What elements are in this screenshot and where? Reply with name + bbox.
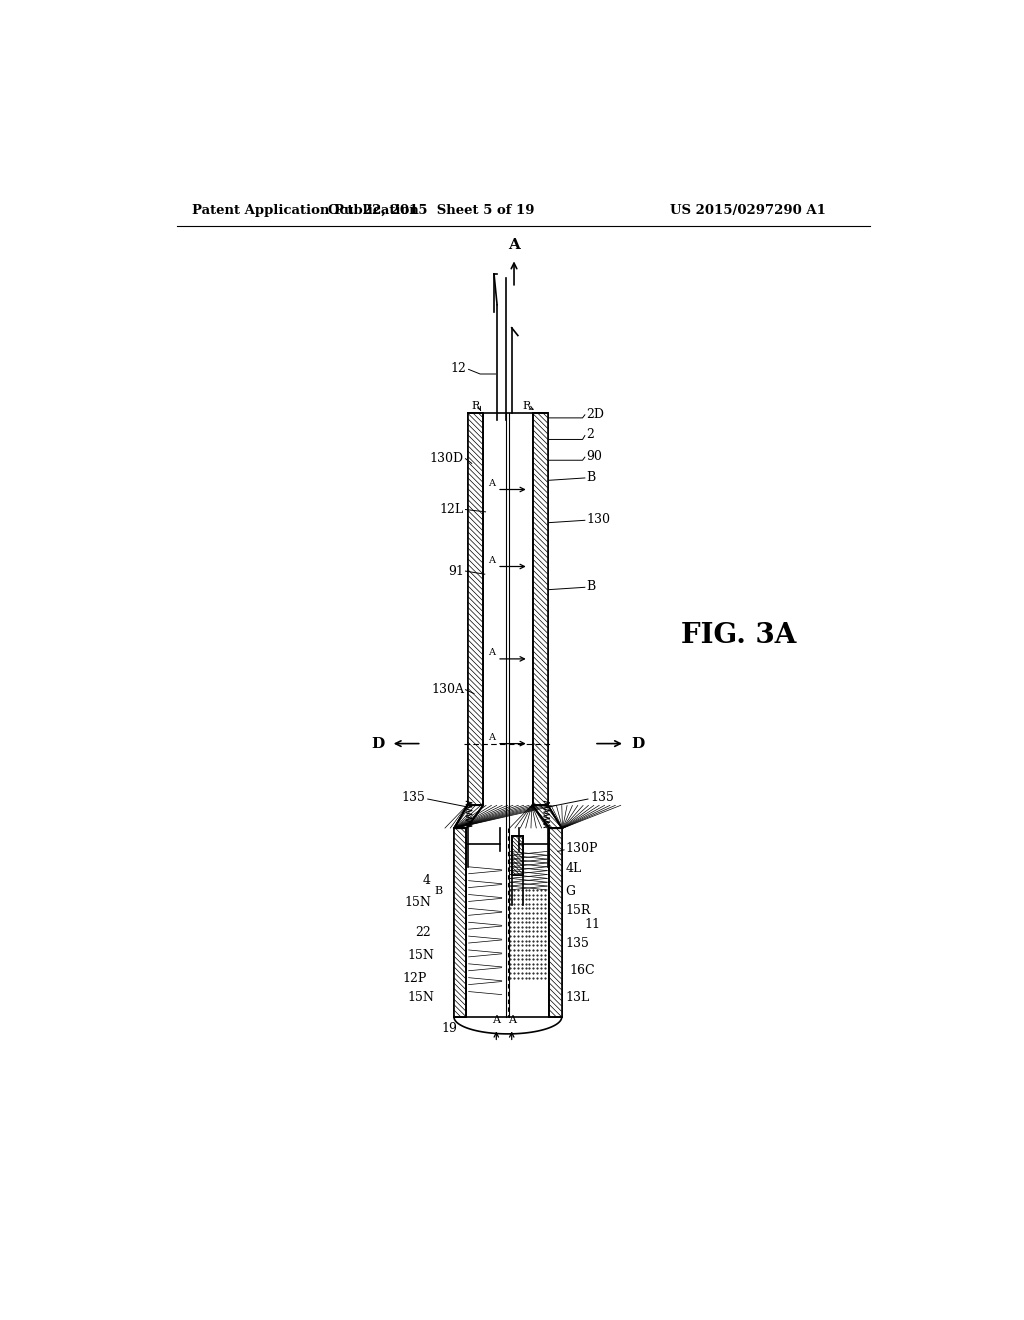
Bar bbox=[454, 829, 466, 1016]
Text: FIG. 3A: FIG. 3A bbox=[681, 622, 797, 649]
Text: 135: 135 bbox=[590, 791, 614, 804]
Text: 11: 11 bbox=[585, 917, 601, 931]
Text: 12P: 12P bbox=[402, 972, 427, 985]
Text: 2D: 2D bbox=[587, 408, 604, 421]
Bar bbox=[532, 412, 548, 805]
Text: R: R bbox=[522, 401, 530, 412]
Polygon shape bbox=[532, 805, 562, 829]
Polygon shape bbox=[454, 805, 483, 829]
Text: US 2015/0297290 A1: US 2015/0297290 A1 bbox=[670, 205, 825, 218]
Text: 4: 4 bbox=[423, 874, 431, 887]
Text: A: A bbox=[488, 733, 496, 742]
Text: A: A bbox=[508, 239, 520, 252]
Text: 12: 12 bbox=[451, 362, 466, 375]
Text: 4L: 4L bbox=[565, 862, 582, 875]
Bar bbox=[468, 412, 483, 805]
Text: 2: 2 bbox=[587, 428, 594, 441]
Text: B: B bbox=[587, 579, 596, 593]
Text: A: A bbox=[488, 479, 496, 488]
Text: R: R bbox=[471, 401, 479, 412]
Text: 130D: 130D bbox=[430, 453, 464, 465]
Text: 19: 19 bbox=[442, 1022, 458, 1035]
Text: 13L: 13L bbox=[565, 991, 590, 1005]
Text: 130: 130 bbox=[587, 513, 610, 527]
Text: 22: 22 bbox=[415, 925, 431, 939]
Text: 130A: 130A bbox=[431, 684, 464, 696]
Text: Patent Application Publication: Patent Application Publication bbox=[193, 205, 419, 218]
Text: A: A bbox=[508, 1015, 516, 1026]
Text: A: A bbox=[493, 1015, 501, 1026]
Text: 135: 135 bbox=[565, 937, 590, 950]
Text: 90: 90 bbox=[587, 450, 602, 463]
Text: A: A bbox=[488, 556, 496, 565]
Text: B: B bbox=[434, 887, 442, 896]
Text: 135: 135 bbox=[401, 791, 425, 804]
Bar bbox=[512, 836, 523, 874]
Text: 15N: 15N bbox=[404, 896, 431, 908]
Text: 91: 91 bbox=[449, 565, 464, 578]
Text: 130P: 130P bbox=[565, 842, 598, 855]
Text: 15R: 15R bbox=[565, 904, 591, 917]
Text: 12L: 12L bbox=[440, 503, 464, 516]
Text: 16C: 16C bbox=[569, 964, 595, 977]
Text: G: G bbox=[565, 884, 575, 898]
Bar bbox=[550, 829, 562, 1016]
Text: 15N: 15N bbox=[408, 991, 435, 1005]
Text: B: B bbox=[587, 471, 596, 483]
Text: Oct. 22, 2015  Sheet 5 of 19: Oct. 22, 2015 Sheet 5 of 19 bbox=[328, 205, 535, 218]
Text: D: D bbox=[631, 737, 644, 751]
Text: A: A bbox=[488, 648, 496, 657]
Text: D: D bbox=[372, 737, 385, 751]
Text: 15N: 15N bbox=[408, 949, 435, 962]
